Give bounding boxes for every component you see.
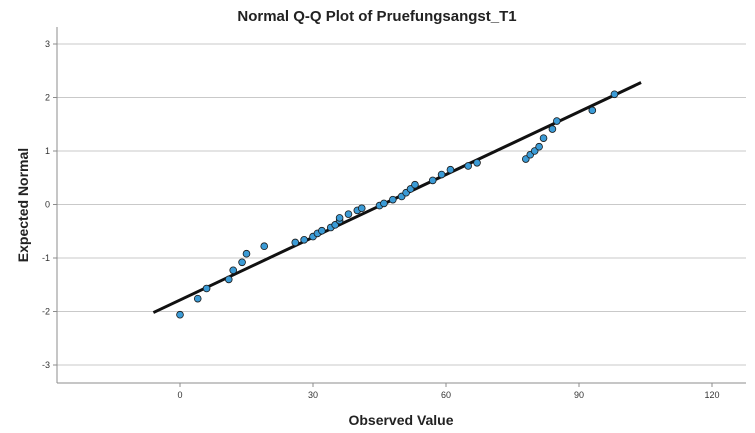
data-point xyxy=(344,210,353,218)
x-tick-label: 120 xyxy=(704,390,719,400)
data-point xyxy=(242,249,251,258)
x-tick-label: 90 xyxy=(574,390,584,400)
data-point xyxy=(300,236,308,244)
y-axis-title: Expected Normal xyxy=(15,148,31,262)
tick-labels: 3 2 1 0 -1 -2 -3 0 30 60 90 120 xyxy=(42,39,720,400)
y-tick-label: -1 xyxy=(42,253,50,263)
data-point xyxy=(357,204,366,213)
y-tick-label: -2 xyxy=(42,307,50,317)
data-point xyxy=(548,125,557,133)
x-tick-label: 60 xyxy=(441,390,451,400)
data-point xyxy=(291,238,300,247)
data-point xyxy=(473,158,481,167)
x-tick-label: 0 xyxy=(177,390,182,400)
data-point xyxy=(202,284,211,293)
data-point xyxy=(229,266,238,275)
y-tick-label: 2 xyxy=(45,93,50,103)
data-point xyxy=(388,195,397,204)
data-point xyxy=(238,258,246,267)
data-point xyxy=(335,214,344,222)
data-point xyxy=(437,170,446,179)
data-point xyxy=(176,310,184,319)
data-point xyxy=(464,162,472,170)
data-point xyxy=(193,294,202,303)
data-point xyxy=(380,199,388,208)
y-tick-label: 3 xyxy=(45,39,50,49)
data-point xyxy=(260,242,269,251)
data-point xyxy=(553,117,561,125)
data-point xyxy=(224,275,233,284)
chart-title: Normal Q-Q Plot of Pruefungsangst_T1 xyxy=(237,8,516,25)
data-point xyxy=(610,90,619,99)
data-point xyxy=(411,180,419,189)
data-point xyxy=(446,165,455,174)
y-tick-label: -3 xyxy=(42,360,50,370)
data-point xyxy=(428,176,437,185)
data-point xyxy=(535,142,543,151)
x-tick-label: 30 xyxy=(308,390,318,400)
y-tick-label: 0 xyxy=(45,200,50,210)
axes xyxy=(53,27,746,387)
data-point xyxy=(318,226,326,235)
y-tick-label: 1 xyxy=(45,146,50,156)
data-points xyxy=(176,90,619,319)
data-point xyxy=(588,106,597,115)
gridlines xyxy=(57,43,746,366)
x-axis-title: Observed Value xyxy=(348,412,453,428)
data-point xyxy=(539,134,548,142)
